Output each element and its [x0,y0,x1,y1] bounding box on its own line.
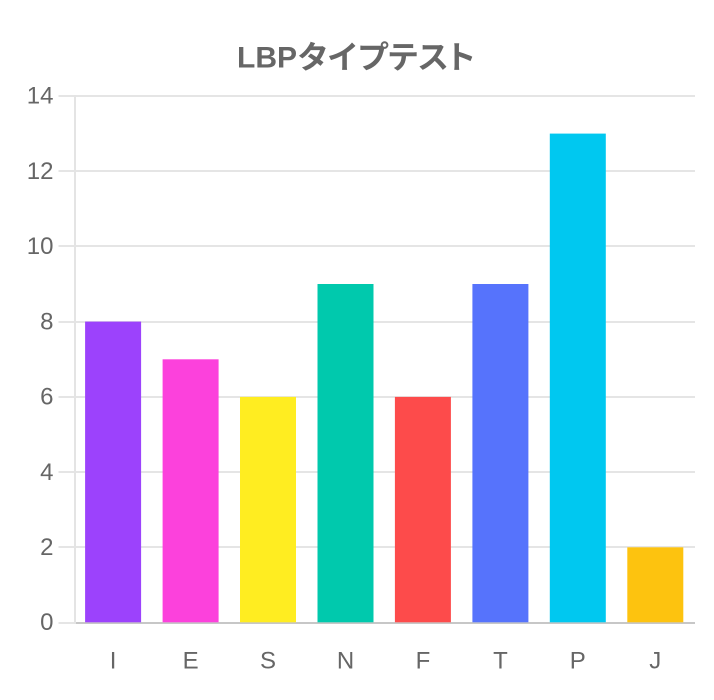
svg-text:8: 8 [40,308,53,335]
svg-text:J: J [649,647,661,674]
svg-text:10: 10 [27,233,54,260]
svg-text:T: T [493,647,508,674]
svg-text:0: 0 [40,609,53,636]
svg-text:6: 6 [40,384,53,411]
svg-text:14: 14 [27,83,54,110]
svg-text:2: 2 [40,534,53,561]
svg-text:12: 12 [27,158,54,185]
svg-text:S: S [260,647,276,674]
svg-text:F: F [416,647,431,674]
svg-text:E: E [183,647,199,674]
svg-text:LBP: LBP [237,42,297,75]
svg-text:I: I [110,647,117,674]
svg-text:P: P [570,647,586,674]
svg-text:N: N [337,647,354,674]
svg-text:4: 4 [40,459,53,486]
